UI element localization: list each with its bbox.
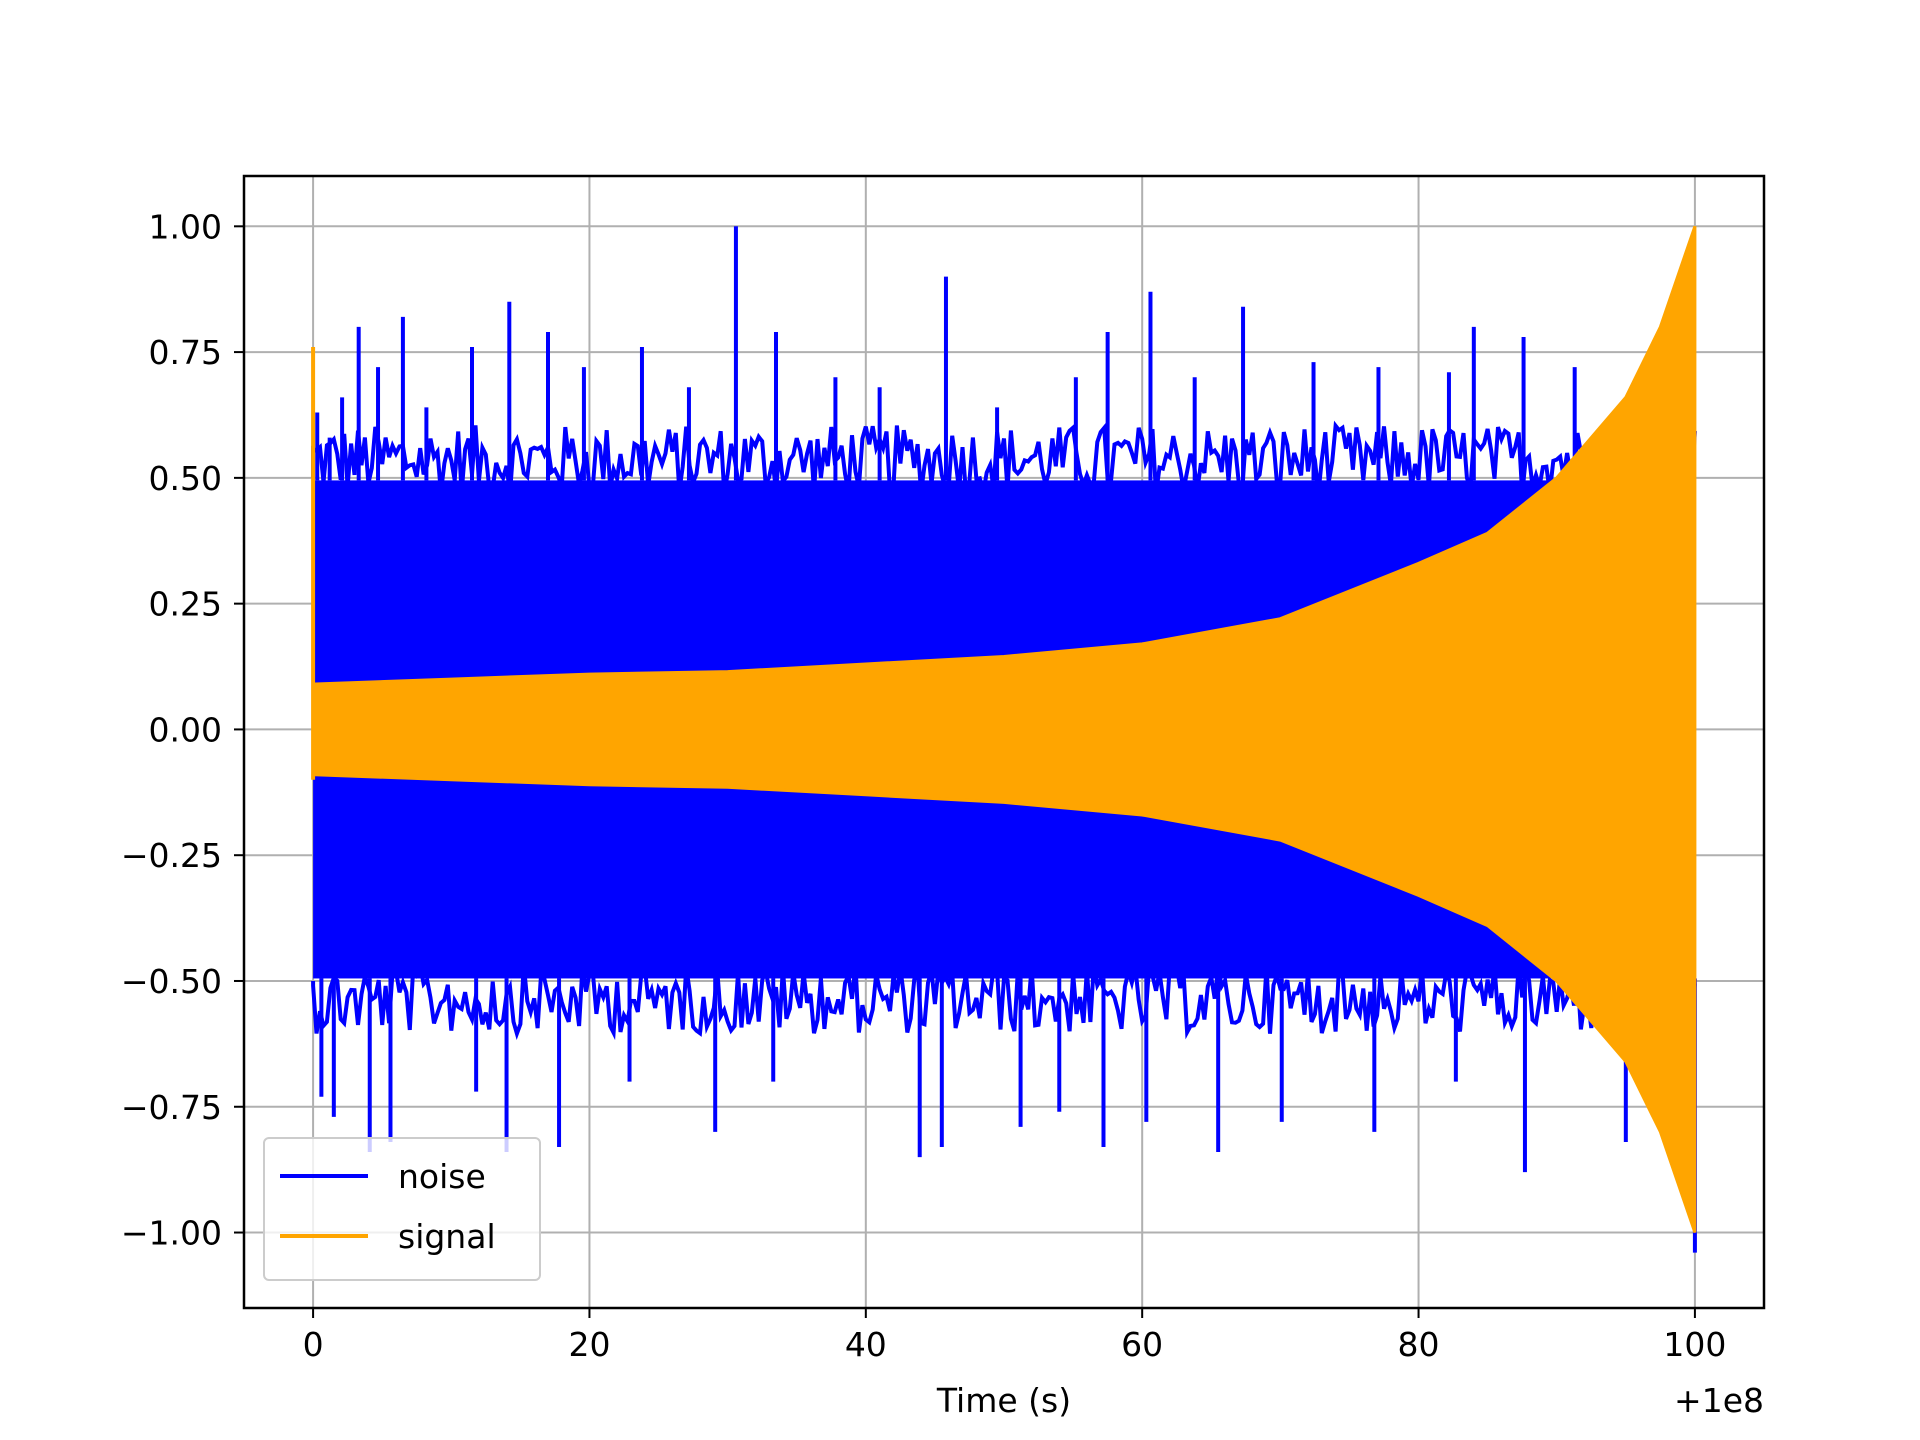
legend-label-signal: signal xyxy=(398,1217,496,1256)
y-tick-label: −0.75 xyxy=(121,1088,222,1127)
signal-series xyxy=(311,225,1697,1233)
signal-envelope xyxy=(311,225,1697,1233)
y-tick-label: 0.00 xyxy=(149,710,222,749)
y-tick-label: 0.50 xyxy=(149,459,222,498)
ticks: 0 20 40 60 80 100 1.00 0.75 0.50 0.25 0.00 −0.25 −0.… xyxy=(121,207,1727,1364)
x-tick-label: 0 xyxy=(303,1325,324,1364)
x-tick-label: 20 xyxy=(568,1325,610,1364)
legend-label-noise: noise xyxy=(398,1157,486,1196)
x-axis-label: Time (s) xyxy=(936,1381,1071,1420)
x-tick-label: 100 xyxy=(1663,1325,1726,1364)
legend-box xyxy=(263,1137,541,1281)
y-tick-label: 1.00 xyxy=(149,207,222,246)
legend: noise signal xyxy=(263,1137,541,1281)
x-tick-label: 60 xyxy=(1121,1325,1163,1364)
axes-frame xyxy=(242,174,1766,1310)
y-tick-label: −0.50 xyxy=(121,962,222,1001)
y-tick-label: −0.25 xyxy=(121,836,222,875)
y-tick-label: 0.25 xyxy=(149,585,222,624)
axes xyxy=(242,174,1766,1310)
x-tick-label: 80 xyxy=(1398,1325,1440,1364)
x-offset-label: +1e8 xyxy=(1674,1381,1764,1420)
y-tick-label: 0.75 xyxy=(149,333,222,372)
x-tick-label: 40 xyxy=(845,1325,887,1364)
noise-edge-bottom xyxy=(311,957,1697,1041)
y-tick-label: −1.00 xyxy=(121,1214,222,1253)
noise-edge-top xyxy=(311,420,1697,500)
